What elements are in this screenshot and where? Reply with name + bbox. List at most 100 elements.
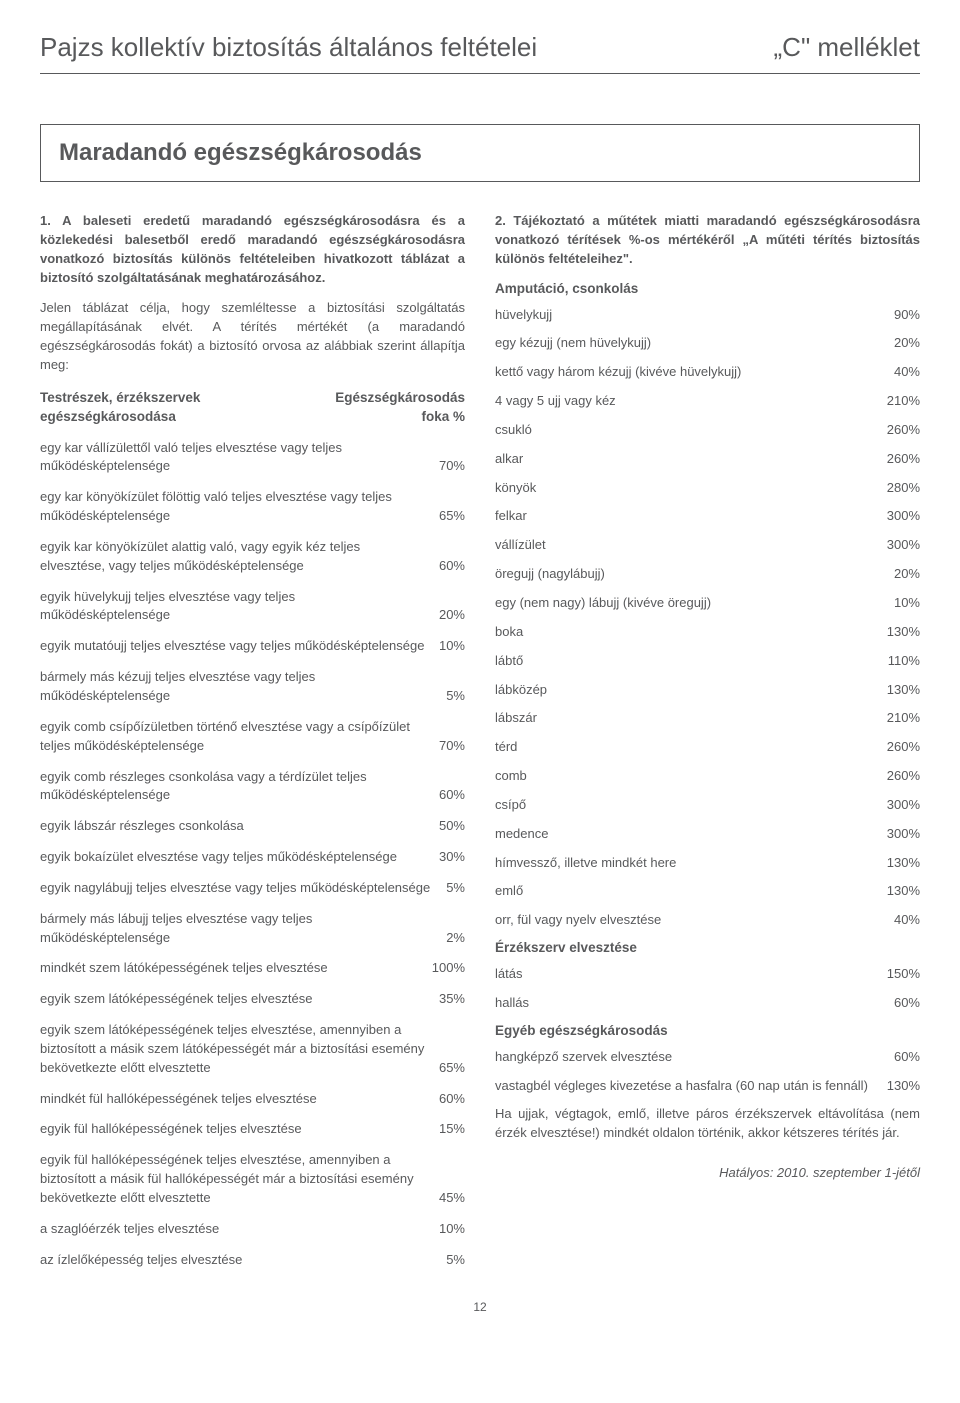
left-item-label: mindkét fül hallóképességének teljes elv… bbox=[40, 1090, 425, 1109]
left-item-row: mindkét fül hallóképességének teljes elv… bbox=[40, 1090, 465, 1109]
amputacio-item-label: hímvessző, illetve mindkét here bbox=[495, 854, 873, 873]
left-lead-paragraph: 1. A baleseti eredetű maradandó egészség… bbox=[40, 212, 465, 287]
amputacio-item-label: lábközép bbox=[495, 681, 873, 700]
amputacio-item-value: 20% bbox=[894, 565, 920, 584]
amputacio-item-label: kettő vagy három kézujj (kivéve hüvelyku… bbox=[495, 363, 880, 382]
left-body-paragraph: Jelen táblázat célja, hogy szemléltesse … bbox=[40, 299, 465, 374]
amputacio-item-row: csukló260% bbox=[495, 421, 920, 440]
amputacio-item-value: 110% bbox=[888, 652, 920, 671]
left-item-row: a szaglóérzék teljes elvesztése10% bbox=[40, 1220, 465, 1239]
amputacio-item-value: 260% bbox=[887, 738, 920, 757]
amputacio-item-value: 20% bbox=[894, 334, 920, 353]
erzekszerv-item-value: 60% bbox=[894, 994, 920, 1013]
amputacio-item-row: térd260% bbox=[495, 738, 920, 757]
amputacio-item-label: orr, fül vagy nyelv elvesztése bbox=[495, 911, 880, 930]
amputacio-item-row: boka130% bbox=[495, 623, 920, 642]
left-item-label: egy kar vállízülettől való teljes elvesz… bbox=[40, 439, 425, 477]
left-item-label: bármely más lábujj teljes elvesztése vag… bbox=[40, 910, 432, 948]
left-item-value: 70% bbox=[439, 737, 465, 756]
left-item-row: egyik bokaízület elvesztése vagy teljes … bbox=[40, 848, 465, 867]
amputacio-item-value: 130% bbox=[887, 854, 920, 873]
right-column: 2. Tájékoztató a műtétek miatti maradand… bbox=[495, 212, 920, 1282]
amputacio-item-label: hüvelykujj bbox=[495, 306, 880, 325]
amputacio-item-value: 10% bbox=[894, 594, 920, 613]
section-egyeb-heading: Egyéb egészségkárosodás bbox=[495, 1023, 920, 1038]
left-item-row: egyik mutatóujj teljes elvesztése vagy t… bbox=[40, 637, 465, 656]
left-item-row: egy kar vállízülettől való teljes elvesz… bbox=[40, 439, 465, 477]
left-item-row: bármely más kézujj teljes elvesztése vag… bbox=[40, 668, 465, 706]
amputacio-item-row: orr, fül vagy nyelv elvesztése 40% bbox=[495, 911, 920, 930]
header-text: egészségkárosodása bbox=[40, 409, 176, 424]
amputacio-item-row: egy kézujj (nem hüvelykujj) 20% bbox=[495, 334, 920, 353]
erzekszerv-list: látás150%hallás60% bbox=[495, 965, 920, 1013]
amputacio-item-label: alkar bbox=[495, 450, 873, 469]
left-item-row: egyik kar könyökízület alattig való, vag… bbox=[40, 538, 465, 576]
left-item-label: az ízlelőképesség teljes elvesztése bbox=[40, 1251, 432, 1270]
amputacio-item-value: 210% bbox=[887, 392, 920, 411]
amputacio-item-row: medence300% bbox=[495, 825, 920, 844]
amputacio-item-value: 130% bbox=[887, 882, 920, 901]
left-table-header: Testrészek, érzékszervek egészségkárosod… bbox=[40, 389, 465, 427]
left-item-label: egyik fül hallóképességének teljes elves… bbox=[40, 1151, 425, 1208]
left-item-value: 60% bbox=[439, 557, 465, 576]
amputacio-item-value: 280% bbox=[887, 479, 920, 498]
amputacio-item-row: vállízület300% bbox=[495, 536, 920, 555]
left-item-row: egyik szem látóképességének teljes elves… bbox=[40, 990, 465, 1009]
annex-label: „C" melléklet bbox=[774, 32, 920, 63]
left-item-label: a szaglóérzék teljes elvesztése bbox=[40, 1220, 425, 1239]
left-item-label: egyik szem látóképességének teljes elves… bbox=[40, 1021, 425, 1078]
section-heading-box: Maradandó egészségkárosodás bbox=[40, 124, 920, 182]
left-item-value: 60% bbox=[439, 1090, 465, 1109]
egyeb-item-value: 130% bbox=[887, 1077, 920, 1096]
left-item-value: 2% bbox=[446, 929, 465, 948]
amputacio-item-label: egy (nem nagy) lábujj (kivéve öregujj) bbox=[495, 594, 880, 613]
left-item-label: egyik bokaízület elvesztése vagy teljes … bbox=[40, 848, 425, 867]
left-item-value: 35% bbox=[439, 990, 465, 1009]
page-number: 12 bbox=[40, 1300, 920, 1314]
left-item-row: egy kar könyökízület fölöttig való telje… bbox=[40, 488, 465, 526]
document-title: Pajzs kollektív biztosítás általános fel… bbox=[40, 32, 537, 63]
amputacio-item-label: felkar bbox=[495, 507, 873, 526]
left-item-row: egyik nagylábujj teljes elvesztése vagy … bbox=[40, 879, 465, 898]
left-item-row: mindkét szem látóképességének teljes elv… bbox=[40, 959, 465, 978]
left-item-label: mindkét szem látóképességének teljes elv… bbox=[40, 959, 418, 978]
left-item-label: egyik comb részleges csonkolása vagy a t… bbox=[40, 768, 425, 806]
amputacio-item-row: lábszár210% bbox=[495, 709, 920, 728]
amputacio-item-label: 4 vagy 5 ujj vagy kéz bbox=[495, 392, 873, 411]
left-item-value: 5% bbox=[446, 687, 465, 706]
amputacio-item-value: 130% bbox=[887, 681, 920, 700]
header-text: Testrészek, érzékszervek bbox=[40, 390, 200, 405]
left-item-value: 10% bbox=[439, 637, 465, 656]
left-items-list: egy kar vállízülettől való teljes elvesz… bbox=[40, 439, 465, 1270]
left-item-row: egyik comb csípőízületben történő elvesz… bbox=[40, 718, 465, 756]
left-item-value: 20% bbox=[439, 606, 465, 625]
section-heading: Maradandó egészségkárosodás bbox=[59, 139, 901, 167]
two-column-layout: 1. A baleseti eredetű maradandó egészség… bbox=[40, 212, 920, 1282]
amputacio-item-row: kettő vagy három kézujj (kivéve hüvelyku… bbox=[495, 363, 920, 382]
egyeb-item-row: vastagbél végleges kivezetése a hasfalra… bbox=[495, 1077, 920, 1096]
left-item-value: 65% bbox=[439, 507, 465, 526]
egyeb-list: hangképző szervek elvesztése60%vastagbél… bbox=[495, 1048, 920, 1096]
left-item-label: egyik lábszár részleges csonkolása bbox=[40, 817, 425, 836]
erzekszerv-item-row: látás150% bbox=[495, 965, 920, 984]
egyeb-item-label: vastagbél végleges kivezetése a hasfalra… bbox=[495, 1077, 873, 1096]
left-item-row: egyik fül hallóképességének teljes elves… bbox=[40, 1151, 465, 1208]
amputacio-list: hüvelykujj90%egy kézujj (nem hüvelykujj)… bbox=[495, 306, 920, 931]
amputacio-item-label: egy kézujj (nem hüvelykujj) bbox=[495, 334, 880, 353]
left-item-row: egyik comb részleges csonkolása vagy a t… bbox=[40, 768, 465, 806]
amputacio-item-value: 40% bbox=[894, 911, 920, 930]
amputacio-item-row: egy (nem nagy) lábujj (kivéve öregujj) 10… bbox=[495, 594, 920, 613]
amputacio-item-label: öregujj (nagylábujj) bbox=[495, 565, 880, 584]
amputacio-item-value: 300% bbox=[887, 796, 920, 815]
amputacio-item-row: felkar300% bbox=[495, 507, 920, 526]
left-item-value: 5% bbox=[446, 1251, 465, 1270]
left-item-label: egyik fül hallóképességének teljes elves… bbox=[40, 1120, 425, 1139]
amputacio-item-label: boka bbox=[495, 623, 873, 642]
amputacio-item-row: lábtő 110% bbox=[495, 652, 920, 671]
left-item-row: egyik hüvelykujj teljes elvesztése vagy … bbox=[40, 588, 465, 626]
left-item-label: egyik hüvelykujj teljes elvesztése vagy … bbox=[40, 588, 425, 626]
amputacio-item-label: lábtő bbox=[495, 652, 874, 671]
amputacio-item-value: 40% bbox=[894, 363, 920, 382]
left-header-value: Egészségkárosodás foka % bbox=[335, 389, 465, 427]
egyeb-item-value: 60% bbox=[894, 1048, 920, 1067]
